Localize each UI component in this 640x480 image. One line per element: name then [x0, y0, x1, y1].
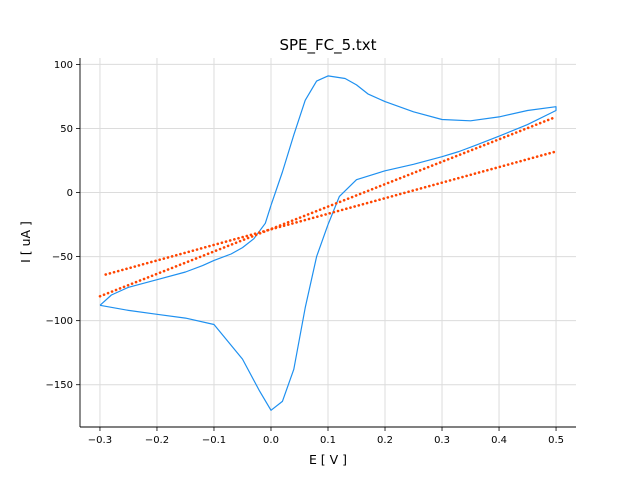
y-tick-label: −50	[52, 252, 73, 263]
x-tick-label: 0.0	[263, 435, 279, 446]
chart-title: SPE_FC_5.txt	[279, 36, 376, 55]
baseline-fit-line-1	[104, 150, 558, 276]
x-tick-label: −0.3	[88, 435, 112, 446]
x-tick-label: 0.4	[491, 435, 507, 446]
baseline-fit-line-2	[98, 115, 558, 298]
y-tick-label: −100	[46, 316, 73, 327]
y-tick-label: 0	[67, 188, 73, 199]
x-tick-label: 0.2	[377, 435, 393, 446]
y-tick-label: 100	[54, 60, 73, 71]
current-trace-line	[99, 75, 557, 411]
plot-series	[98, 75, 558, 411]
x-tick-label: 0.3	[434, 435, 450, 446]
x-tick-label: 0.5	[548, 435, 564, 446]
x-tick-label: −0.1	[202, 435, 226, 446]
x-tick-label: −0.2	[145, 435, 169, 446]
x-tick-label: 0.1	[320, 435, 336, 446]
y-tick-label: 50	[60, 124, 73, 135]
y-tick-label: −150	[46, 380, 73, 391]
grid-lines	[80, 58, 576, 427]
x-ticks: −0.3 −0.2 −0.1 0.0 0.1 0.2 0.3 0.4 0.5	[88, 427, 564, 446]
y-axis-label: I [ uA ]	[18, 221, 33, 263]
y-ticks: −150 −100 −50 0 50 100	[46, 60, 80, 391]
x-axis-label: E [ V ]	[309, 452, 347, 467]
